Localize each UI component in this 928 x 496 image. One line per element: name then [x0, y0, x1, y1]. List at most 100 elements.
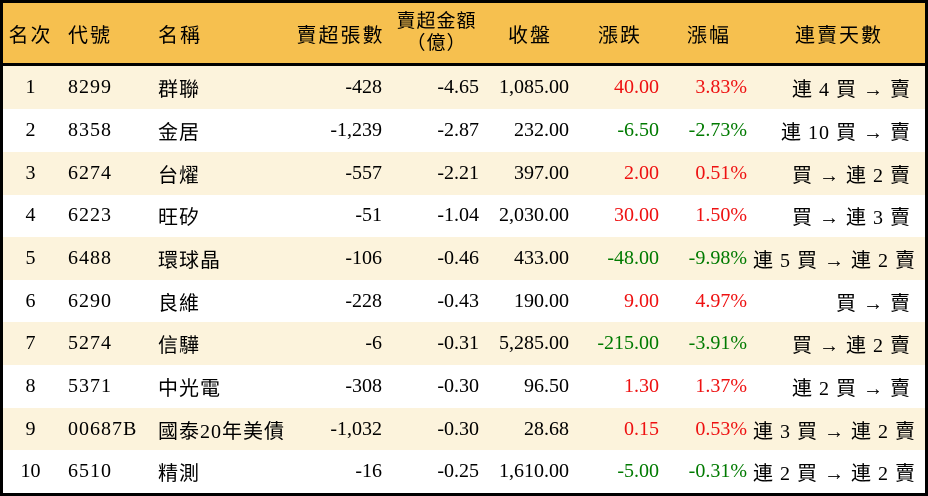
- cell-name: 精測: [158, 463, 200, 486]
- cell-sell-amount: -0.46: [437, 247, 479, 270]
- cell-streak: 買 → 連 2 賣: [792, 164, 911, 187]
- cell-close: 397.00: [514, 161, 569, 184]
- cell-sell-volume: -16: [355, 460, 382, 483]
- cell-change: -6.50: [617, 119, 659, 142]
- cell-sell-amount: -1.04: [437, 204, 479, 227]
- cell-change-pct: 0.53%: [695, 417, 747, 440]
- cell-rank: 7: [25, 332, 36, 355]
- cell-sell-volume: -6: [365, 332, 382, 355]
- table-header: 名次 代號 名稱 賣超張數 賣超金額 （億） 收盤 漲跌 漲幅 連賣天數: [3, 3, 925, 66]
- table-row: 10 6510 精測 -16 -0.25 1,610.00 -5.00 -0.31% 連 2 買…: [3, 450, 925, 493]
- cell-code: 8358: [68, 119, 112, 142]
- cell-streak: 連 10 買 → 賣: [781, 122, 911, 145]
- cell-change-pct: -3.91%: [688, 332, 747, 355]
- table-row: 3 6274 台燿 -557 -2.21 397.00 2.00 0.51% 買 → 連 2 賣: [3, 151, 925, 195]
- cell-close: 96.50: [524, 374, 569, 397]
- cell-sell-volume: -106: [345, 247, 382, 270]
- cell-name: 信驊: [158, 335, 200, 358]
- cell-streak: 連 5 買 → 連 2 賣: [753, 250, 916, 273]
- table-row: 7 5274 信驊 -6 -0.31 5,285.00 -215.00 -3.91% 買 → 連…: [3, 322, 925, 366]
- cell-rank: 2: [25, 119, 36, 142]
- table-row: 8 5371 中光電 -308 -0.30 96.50 1.30 1.37% 連 2 買 → 賣: [3, 365, 925, 408]
- cell-change: 0.15: [624, 417, 659, 440]
- header-sell-amount: 賣超金額 （億）: [388, 3, 485, 66]
- cell-name: 環球晶: [158, 250, 221, 273]
- header-sell-amount-line2: （億）: [406, 33, 467, 54]
- header-sell-volume: 賣超張數: [293, 3, 388, 66]
- header-streak: 連賣天數: [753, 3, 925, 66]
- header-code: 代號: [58, 3, 148, 66]
- header-change: 漲跌: [575, 3, 665, 66]
- table-row: 1 8299 群聯 -428 -4.65 1,085.00 40.00 3.83% 連 4 買 …: [3, 64, 925, 110]
- cell-sell-volume: -1,239: [330, 119, 382, 142]
- cell-sell-amount: -0.43: [437, 289, 479, 312]
- header-change-pct: 漲幅: [665, 3, 753, 66]
- cell-change: 2.00: [624, 161, 659, 184]
- cell-sell-amount: -0.30: [437, 417, 479, 440]
- cell-code: 5274: [68, 332, 112, 355]
- cell-change-pct: 3.83%: [695, 76, 747, 99]
- cell-streak: 買 → 連 2 賣: [792, 335, 911, 358]
- cell-close: 1,610.00: [499, 460, 569, 483]
- cell-code: 5371: [68, 374, 112, 397]
- cell-streak: 連 4 買 → 賣: [792, 79, 911, 102]
- cell-change-pct: -9.98%: [688, 247, 747, 270]
- cell-close: 232.00: [514, 119, 569, 142]
- cell-rank: 3: [25, 161, 36, 184]
- cell-change: 30.00: [614, 204, 659, 227]
- cell-rank: 1: [25, 76, 36, 99]
- header-rank: 名次: [3, 3, 58, 66]
- table-row: 9 00687B 國泰20年美債 -1,032 -0.30 28.68 0.15 0.53% 連…: [3, 407, 925, 451]
- cell-change: 40.00: [614, 76, 659, 99]
- cell-name: 良維: [158, 292, 200, 315]
- cell-sell-amount: -2.21: [437, 161, 479, 184]
- cell-change-pct: 1.37%: [695, 374, 747, 397]
- cell-change-pct: 1.50%: [695, 204, 747, 227]
- cell-name: 台燿: [158, 164, 200, 187]
- cell-code: 8299: [68, 76, 112, 99]
- table-row: 6 6290 良維 -228 -0.43 190.00 9.00 4.97% 買 → 賣: [3, 279, 925, 323]
- cell-sell-amount: -0.25: [437, 460, 479, 483]
- cell-name: 中光電: [158, 377, 221, 400]
- cell-rank: 4: [25, 204, 36, 227]
- cell-code: 6510: [68, 460, 112, 483]
- cell-change: -5.00: [617, 460, 659, 483]
- table-row: 4 6223 旺矽 -51 -1.04 2,030.00 30.00 1.50% 買 → 連 3…: [3, 194, 925, 238]
- header-close: 收盤: [485, 3, 575, 66]
- cell-code: 6274: [68, 161, 112, 184]
- cell-change: -215.00: [597, 332, 659, 355]
- cell-sell-volume: -51: [355, 204, 382, 227]
- cell-sell-volume: -228: [345, 289, 382, 312]
- cell-code: 6488: [68, 247, 112, 270]
- cell-close: 1,085.00: [499, 76, 569, 99]
- cell-sell-volume: -557: [345, 161, 382, 184]
- cell-streak: 連 3 買 → 連 2 賣: [753, 420, 916, 443]
- table-row: 5 6488 環球晶 -106 -0.46 433.00 -48.00 -9.98% 連 5 買…: [3, 237, 925, 280]
- cell-rank: 9: [25, 417, 36, 440]
- header-name: 名稱: [148, 3, 293, 66]
- cell-rank: 5: [25, 247, 36, 270]
- cell-rank: 10: [20, 460, 41, 483]
- table-body: 1 8299 群聯 -428 -4.65 1,085.00 40.00 3.83% 連 4 買 …: [3, 64, 925, 493]
- cell-name: 金居: [158, 122, 200, 145]
- cell-rank: 6: [25, 289, 36, 312]
- cell-sell-volume: -428: [345, 76, 382, 99]
- cell-name: 群聯: [158, 79, 200, 102]
- cell-code: 6223: [68, 204, 112, 227]
- cell-close: 433.00: [514, 247, 569, 270]
- cell-code: 6290: [68, 289, 112, 312]
- cell-close: 28.68: [524, 417, 569, 440]
- cell-change-pct: 4.97%: [695, 289, 747, 312]
- cell-close: 5,285.00: [499, 332, 569, 355]
- cell-change-pct: -0.31%: [688, 460, 747, 483]
- cell-streak: 連 2 買 → 連 2 賣: [753, 463, 916, 486]
- cell-rank: 8: [25, 374, 36, 397]
- cell-streak: 買 → 連 3 賣: [792, 207, 911, 230]
- net-sell-ranking-table: 名次 代號 名稱 賣超張數 賣超金額 （億） 收盤 漲跌 漲幅 連賣天數 1 82…: [3, 3, 925, 493]
- cell-code: 00687B: [68, 417, 138, 440]
- cell-sell-amount: -0.30: [437, 374, 479, 397]
- cell-close: 2,030.00: [499, 204, 569, 227]
- cell-sell-amount: -0.31: [437, 332, 479, 355]
- cell-name: 國泰20年美債: [158, 420, 285, 443]
- header-row: 名次 代號 名稱 賣超張數 賣超金額 （億） 收盤 漲跌 漲幅 連賣天數: [3, 3, 925, 66]
